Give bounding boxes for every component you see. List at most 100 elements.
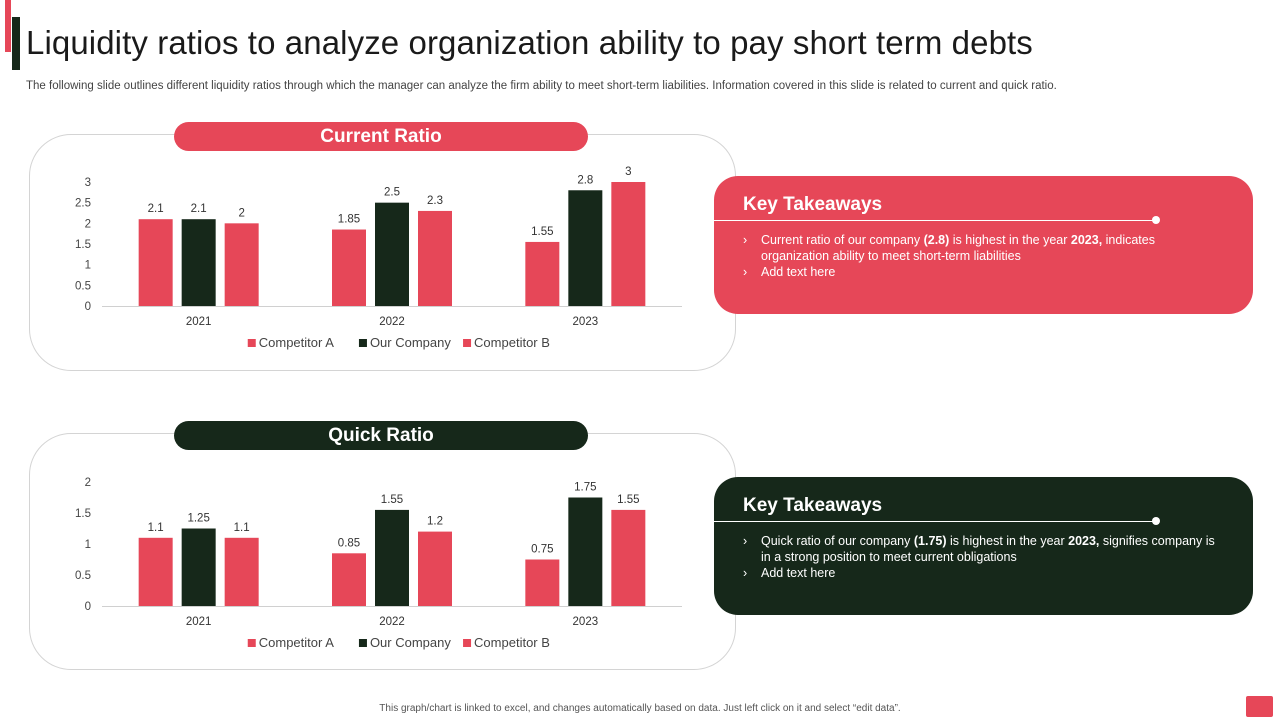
y-tick-label: 0.5	[75, 280, 91, 292]
bar	[568, 190, 603, 306]
bar-value-label: 1.55	[617, 494, 639, 506]
bar-value-label: 2.1	[191, 203, 207, 215]
bar-value-label: 1.2	[427, 516, 443, 528]
x-category-label: 2022	[379, 616, 405, 628]
takeaways-heading: Key Takeaways	[743, 495, 883, 516]
x-category-label: 2023	[573, 316, 599, 328]
bar	[525, 241, 560, 306]
takeaway-item: › Quick ratio of our company (1.75) is hi…	[743, 533, 1223, 565]
takeaway-value: (1.75)	[913, 534, 947, 548]
slide-title: Liquidity ratios to analyze organization…	[26, 24, 1033, 61]
legend-label: Our Company	[370, 635, 451, 650]
legend-label: Competitor A	[259, 335, 334, 350]
takeaways-list: › Current ratio of our company (2.8) is h…	[743, 232, 1223, 280]
bar	[525, 559, 560, 606]
bar-value-label: 1.85	[338, 214, 360, 226]
bar	[611, 182, 646, 306]
x-category-label: 2022	[379, 316, 405, 328]
current-ratio-chart[interactable]: 0 0.5 1 1.5 2 2.5 3 2.1 2.1 2 2021 1.85 2.5 2.3 2022 1.…	[60, 166, 700, 366]
bar-value-label: 1.1	[148, 522, 164, 534]
x-category-label: 2021	[186, 316, 212, 328]
legend-swatch	[463, 339, 472, 347]
title-accent-red-bar	[5, 0, 11, 52]
chevron-right-icon: ›	[743, 233, 748, 247]
y-tick-label: 0.5	[75, 570, 91, 582]
bar-value-label: 1.25	[187, 513, 209, 525]
bar	[418, 210, 452, 306]
quick-ratio-title-pill: Quick Ratio	[174, 421, 588, 450]
takeaway-text-mid: is highest in the year	[946, 534, 1069, 548]
takeaway-item: › Add text here	[743, 565, 1223, 581]
y-tick-label: 1.5	[75, 508, 91, 520]
quick-ratio-takeaways-card: Key Takeaways › Quick ratio of our compan…	[714, 477, 1253, 615]
takeaways-divider	[714, 220, 1156, 221]
bar	[181, 219, 216, 306]
takeaway-placeholder-text: Add text here	[761, 566, 836, 580]
legend-label: Competitor A	[259, 635, 334, 650]
bar-chart-svg: 0 0.5 1 1.5 2 1.1 1.25 1.1 2021 0.85 1.55 1.2 2022 0.…	[75, 477, 682, 650]
slide-corner-marker	[1246, 696, 1273, 717]
takeaway-text-pre: Current ratio of our company	[761, 233, 924, 247]
legend-swatch	[247, 339, 256, 347]
bar-value-label: 2.3	[427, 195, 443, 207]
quick-ratio-chart[interactable]: 0 0.5 1 1.5 2 1.1 1.25 1.1 2021 0.85 1.55 1.2 2022 0.…	[60, 466, 700, 666]
bar-chart-svg: 0 0.5 1 1.5 2 2.5 3 2.1 2.1 2 2021 1.85 2.5 2.3 2022 1.…	[75, 166, 682, 350]
bar	[224, 537, 259, 606]
bar	[138, 219, 173, 306]
takeaways-heading: Key Takeaways	[743, 194, 883, 215]
bar	[611, 509, 646, 606]
legend-swatch	[247, 639, 256, 647]
legend-swatch	[358, 339, 367, 347]
y-tick-label: 1	[85, 260, 91, 272]
takeaway-text-post: signifies company is in a strong positio…	[761, 534, 1215, 564]
bar	[332, 229, 366, 306]
y-tick-label: 2	[85, 477, 91, 489]
legend-label: Our Company	[370, 335, 451, 350]
takeaway-text-mid: is highest in the year	[949, 233, 1071, 247]
takeaway-text-post: indicates organization ability to meet s…	[761, 233, 1155, 263]
bar-value-label: 2.8	[577, 174, 593, 186]
takeaways-divider-dot	[1152, 216, 1160, 224]
x-category-label: 2021	[186, 616, 212, 628]
legend-swatch	[358, 639, 367, 647]
legend-label: Competitor B	[474, 635, 550, 650]
chevron-right-icon: ›	[743, 265, 748, 279]
y-tick-label: 2.5	[75, 198, 91, 210]
y-tick-label: 2	[85, 218, 91, 230]
bar	[568, 497, 603, 606]
bar	[181, 528, 216, 606]
title-accent-dark-bar	[12, 17, 20, 70]
chevron-right-icon: ›	[743, 534, 748, 548]
bar	[375, 509, 409, 606]
takeaway-year: 2023,	[1068, 534, 1100, 548]
current-ratio-takeaways-card: Key Takeaways › Current ratio of our comp…	[714, 176, 1253, 314]
takeaways-divider-dot	[1152, 517, 1160, 525]
y-tick-label: 1	[85, 539, 91, 551]
takeaway-text-pre: Quick ratio of our company	[761, 534, 914, 548]
legend-label: Competitor B	[474, 335, 550, 350]
x-category-label: 2023	[573, 616, 599, 628]
y-tick-label: 3	[85, 177, 91, 189]
takeaways-divider	[714, 521, 1156, 522]
bar-value-label: 1.55	[531, 226, 553, 238]
bar-value-label: 0.85	[338, 537, 360, 549]
bar	[332, 553, 366, 606]
y-tick-label: 0	[85, 301, 91, 313]
bar-value-label: 2.1	[148, 203, 164, 215]
takeaway-item: › Add text here	[743, 264, 1223, 280]
takeaway-year: 2023,	[1070, 233, 1103, 247]
y-tick-label: 0	[85, 601, 91, 613]
bar-value-label: 0.75	[531, 544, 553, 556]
current-ratio-title-pill: Current Ratio	[174, 122, 588, 151]
bar	[375, 202, 409, 306]
bar-value-label: 2	[238, 207, 244, 219]
chevron-right-icon: ›	[743, 566, 748, 580]
takeaway-item: › Current ratio of our company (2.8) is h…	[743, 232, 1223, 264]
legend-swatch	[463, 639, 472, 647]
takeaways-list: › Quick ratio of our company (1.75) is hi…	[743, 533, 1223, 581]
bar	[224, 223, 259, 306]
takeaway-placeholder-text: Add text here	[761, 265, 836, 279]
takeaway-value: (2.8)	[923, 233, 950, 247]
bar-value-label: 1.1	[234, 522, 250, 534]
bar-value-label: 3	[625, 166, 631, 178]
